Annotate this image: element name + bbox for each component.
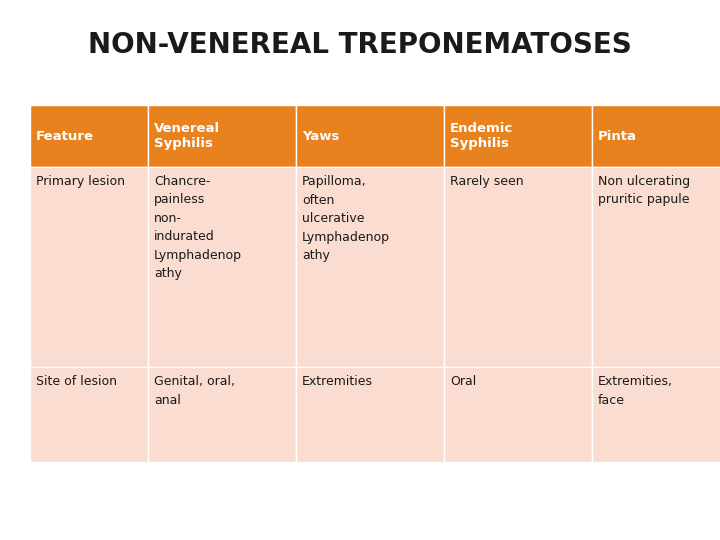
Bar — [30, 167, 148, 367]
Bar — [30, 367, 148, 462]
Text: Papilloma,
often
ulcerative
Lymphadenop
athy: Papilloma, often ulcerative Lymphadenop … — [302, 175, 390, 262]
Bar — [444, 367, 592, 462]
Bar — [592, 367, 720, 462]
Text: Oral: Oral — [450, 375, 476, 388]
Text: Chancre-
painless
non-
indurated
Lymphadenop
athy: Chancre- painless non- indurated Lymphad… — [154, 175, 242, 280]
Bar — [148, 367, 296, 462]
Bar — [148, 167, 296, 367]
Text: Rarely seen: Rarely seen — [450, 175, 523, 188]
Text: Endemic
Syphilis: Endemic Syphilis — [450, 122, 513, 151]
Text: Site of lesion: Site of lesion — [36, 375, 117, 388]
Text: Venereal
Syphilis: Venereal Syphilis — [154, 122, 220, 151]
Text: Non ulcerating
pruritic papule: Non ulcerating pruritic papule — [598, 175, 690, 206]
Bar — [296, 105, 444, 167]
Text: Primary lesion: Primary lesion — [36, 175, 125, 188]
Text: NON-VENEREAL TREPONEMATOSES: NON-VENEREAL TREPONEMATOSES — [88, 31, 632, 59]
Bar — [30, 105, 148, 167]
Bar — [444, 105, 592, 167]
Text: Genital, oral,
anal: Genital, oral, anal — [154, 375, 235, 407]
Text: Extremities,
face: Extremities, face — [598, 375, 673, 407]
Bar — [592, 167, 720, 367]
Text: Extremities: Extremities — [302, 375, 373, 388]
Bar — [296, 367, 444, 462]
Bar — [296, 167, 444, 367]
Text: Feature: Feature — [36, 130, 94, 143]
Text: Yaws: Yaws — [302, 130, 339, 143]
Bar — [592, 105, 720, 167]
Text: Pinta: Pinta — [598, 130, 637, 143]
Bar — [148, 105, 296, 167]
Bar — [444, 167, 592, 367]
